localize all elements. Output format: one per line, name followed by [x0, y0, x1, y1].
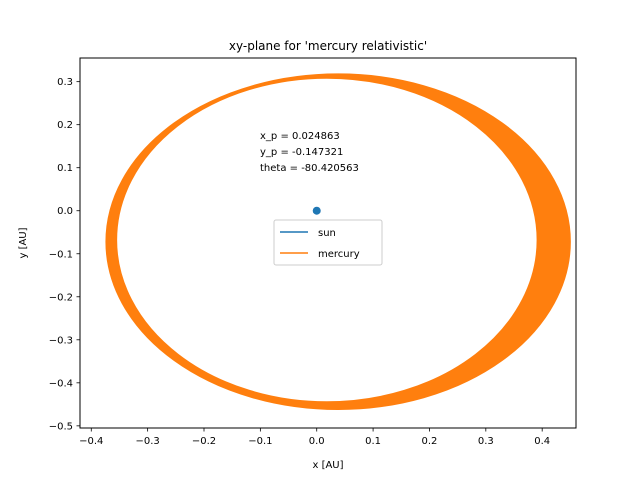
x-tick-label: −0.1 — [248, 436, 272, 447]
annotation-box: x_p = 0.024863 y_p = -0.147321 theta = -… — [260, 131, 359, 174]
annotation-line-xp: x_p = 0.024863 — [260, 131, 340, 142]
chart-title: xy-plane for 'mercury relativistic' — [229, 39, 427, 53]
legend: sun mercury — [273, 219, 383, 266]
x-tick-label: 0.3 — [478, 436, 494, 447]
x-tick-label: −0.2 — [192, 436, 216, 447]
y-tick-label: 0.3 — [57, 77, 73, 88]
y-tick-label: −0.1 — [49, 249, 73, 260]
y-axis-ticks: −0.5 −0.4 −0.3 −0.2 −0.1 0.0 0.1 0.2 0.3 — [49, 77, 80, 432]
y-tick-label: −0.4 — [49, 378, 73, 389]
plot-frame — [79, 57, 577, 429]
legend-label-mercury: mercury — [318, 249, 360, 260]
x-tick-label: −0.4 — [79, 436, 103, 447]
y-axis-label: y [AU] — [18, 227, 29, 258]
x-axis-ticks: −0.4 −0.3 −0.2 −0.1 0.0 0.1 0.2 0.3 0.4 — [79, 428, 550, 447]
mercury-orbit — [105, 73, 571, 411]
y-tick-label: 0.1 — [57, 163, 73, 174]
annotation-line-yp: y_p = -0.147321 — [260, 147, 343, 158]
annotation-line-theta: theta = -80.420563 — [260, 163, 359, 174]
legend-label-sun: sun — [318, 228, 336, 239]
y-tick-label: −0.5 — [49, 421, 73, 432]
y-tick-label: −0.2 — [49, 292, 73, 303]
plot-content — [105, 73, 571, 411]
sun-point — [312, 206, 321, 215]
y-tick-label: 0.2 — [57, 120, 73, 131]
y-tick-label: −0.3 — [49, 335, 73, 346]
x-axis-label: x [AU] — [312, 460, 343, 471]
x-tick-label: 0.2 — [422, 436, 438, 447]
x-tick-label: 0.1 — [365, 436, 381, 447]
y-tick-label: 0.0 — [57, 206, 73, 217]
x-tick-label: 0.4 — [534, 436, 550, 447]
x-tick-label: 0.0 — [309, 436, 325, 447]
x-tick-label: −0.3 — [135, 436, 159, 447]
